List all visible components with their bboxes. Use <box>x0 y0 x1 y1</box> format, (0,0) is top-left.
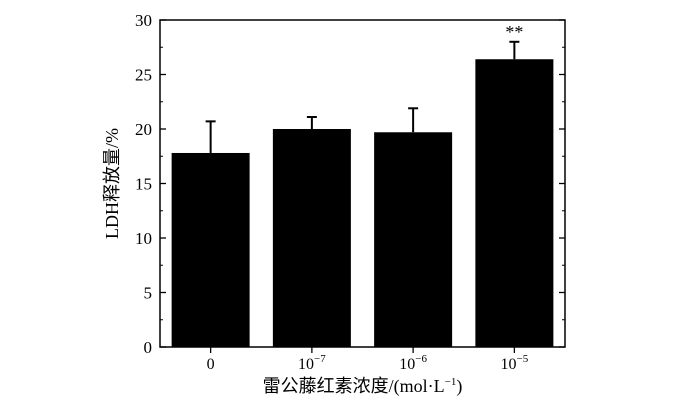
x-tick-label: 10−5 <box>501 353 529 373</box>
y-tick-label: 5 <box>144 284 153 303</box>
x-axis: 0 10−7 10−6 10−5 <box>207 347 529 373</box>
x-axis-label-sup: −1 <box>445 376 457 388</box>
y-tick-label: 10 <box>135 229 152 248</box>
x-axis-label-tail: ) <box>456 376 462 397</box>
y-axis: 0 5 10 15 20 25 30 <box>135 11 565 357</box>
x-axis-label: 雷公藤红素浓度/(mol·L−1) <box>263 376 463 397</box>
y-tick-label: 15 <box>135 175 152 194</box>
x-tick-label-exponent: −7 <box>314 353 326 365</box>
x-tick-label-base: 10 <box>298 356 314 373</box>
bar <box>171 152 250 347</box>
x-tick-label: 10−7 <box>298 353 326 373</box>
plot-frame <box>159 19 566 348</box>
y-axis-label: LDH释放量/% <box>102 128 122 239</box>
y-tick-label: 25 <box>135 66 152 85</box>
x-tick-label-exponent: −5 <box>517 353 529 365</box>
x-tick-label-base: 10 <box>399 356 415 373</box>
significance-annotation: ** <box>505 22 523 42</box>
x-tick-label-exponent: −6 <box>415 353 427 365</box>
x-axis-label-main: 雷公藤红素浓度/(mol·L <box>263 376 445 397</box>
x-tick-label-base: 0 <box>207 356 215 373</box>
bar <box>475 59 554 348</box>
x-tick-label-base: 10 <box>501 356 517 373</box>
y-tick-label: 30 <box>135 11 152 30</box>
y-tick-label: 20 <box>135 120 152 139</box>
bar <box>374 132 453 347</box>
bars-group <box>171 59 554 348</box>
annotations-group: ** <box>505 22 523 42</box>
bar <box>272 129 351 347</box>
x-tick-label: 10−6 <box>399 353 427 373</box>
error-bars-group <box>205 40 520 153</box>
y-tick-label: 0 <box>144 338 153 357</box>
x-tick-label: 0 <box>207 356 215 373</box>
